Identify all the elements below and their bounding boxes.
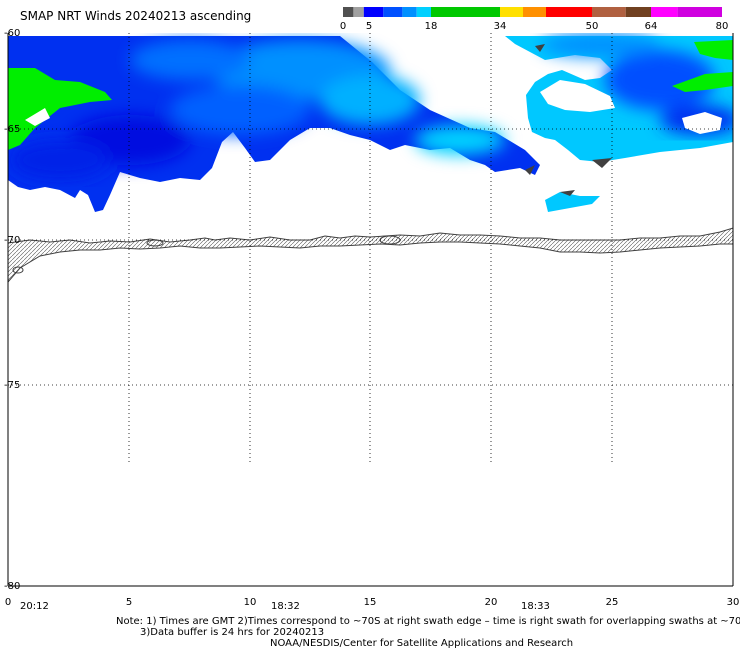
- colorbar-tick: 34: [494, 21, 507, 32]
- colorbar-tick: 18: [425, 21, 438, 32]
- x-tick-labels: 0 5 10 15 20 25 30: [5, 597, 740, 608]
- swath-time-labels: 20:12 18:32 18:33: [20, 601, 550, 612]
- colorbar-bin: [353, 7, 364, 17]
- colorbar-bin: [343, 7, 354, 17]
- colorbar-bin: [500, 7, 523, 17]
- map-grid: [8, 33, 733, 465]
- y-tick-label: -80: [4, 581, 20, 592]
- x-tick-label: 20: [485, 597, 498, 608]
- colorbar-bin: [416, 7, 431, 17]
- colorbar-bin: [363, 7, 384, 17]
- colorbar-bin: [677, 7, 722, 17]
- y-tick-labels: -60 -65 -70 -75 -80: [4, 28, 20, 592]
- y-tick-label: -60: [4, 28, 20, 39]
- y-tick-label: -75: [4, 380, 20, 391]
- y-tick-label: -70: [4, 235, 20, 246]
- colorbar-tick: 64: [645, 21, 658, 32]
- colorbar-bin: [431, 7, 500, 17]
- colorbar-bin: [625, 7, 651, 17]
- x-tick-label: 15: [364, 597, 377, 608]
- y-tick-label: -65: [4, 124, 20, 135]
- note-line-3: NOAA/NESDIS/Center for Satellite Applica…: [270, 638, 574, 649]
- swath-left: [8, 36, 540, 212]
- colorbar-bin: [546, 7, 592, 17]
- note-line-1: Note: 1) Times are GMT 2)Times correspon…: [116, 616, 740, 627]
- x-tick-label: 30: [727, 597, 740, 608]
- colorbar: [343, 7, 722, 17]
- map-title: SMAP NRT Winds 20240213 ascending: [20, 9, 252, 23]
- colorbar-tick-labels: 0 5 18 34 50 64 80: [340, 21, 729, 32]
- colorbar-tick: 0: [340, 21, 346, 32]
- colorbar-bin: [592, 7, 626, 17]
- antarctic-coastline: [7, 227, 734, 284]
- colorbar-bin: [651, 7, 678, 17]
- colorbar-bin: [523, 7, 546, 17]
- note-line-2: 3)Data buffer is 24 hrs for 20240213: [140, 627, 325, 638]
- x-tick-label: 25: [606, 597, 619, 608]
- time-label: 20:12: [20, 601, 49, 612]
- x-tick-label: 5: [126, 597, 132, 608]
- x-tick-label: 0: [5, 597, 11, 608]
- colorbar-tick: 80: [716, 21, 729, 32]
- colorbar-bin: [383, 7, 403, 17]
- wind-swath: [8, 33, 733, 212]
- x-tick-label: 10: [244, 597, 257, 608]
- colorbar-tick: 50: [586, 21, 599, 32]
- colorbar-bin: [402, 7, 417, 17]
- time-label: 18:33: [521, 601, 550, 612]
- colorbar-tick: 5: [366, 21, 372, 32]
- swath-right: [505, 33, 733, 212]
- time-label: 18:32: [271, 601, 300, 612]
